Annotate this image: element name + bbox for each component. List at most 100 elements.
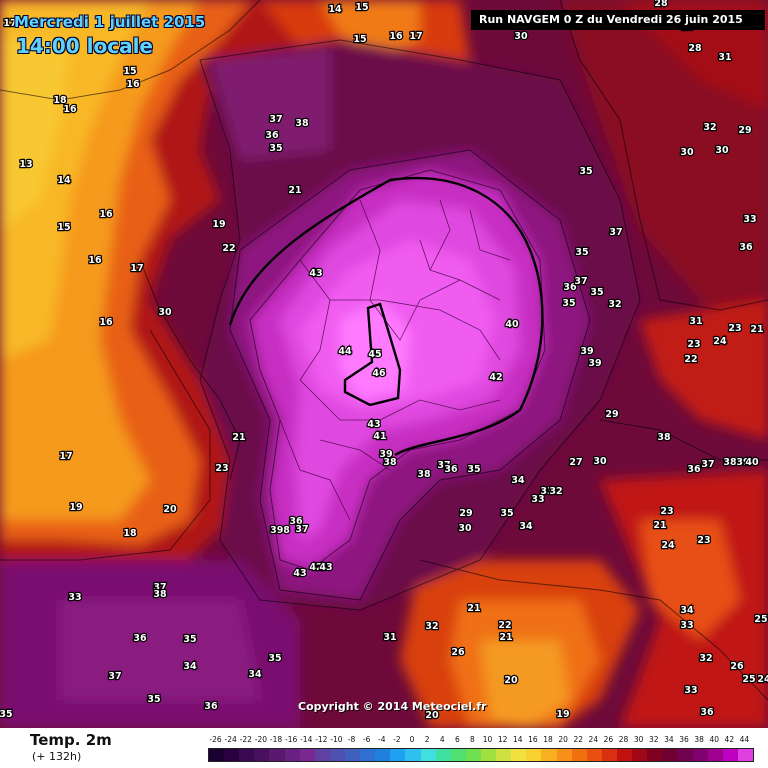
- colorbar-swatch: [405, 749, 421, 761]
- colorbar-swatch: [314, 749, 330, 761]
- temperature-label: 19: [556, 709, 569, 720]
- temperature-label: 33: [540, 486, 553, 497]
- temperature-label: 36: [289, 516, 303, 527]
- colorbar-tick-label: 22: [573, 735, 583, 744]
- colorbar-swatch: [254, 749, 270, 761]
- colorbar-tick-label: -22: [239, 735, 252, 744]
- temperature-label: 19: [212, 219, 225, 230]
- temperature-label: 30: [715, 145, 729, 156]
- colorbar-swatch: [480, 749, 497, 761]
- temperature-label: 41: [373, 431, 386, 442]
- colorbar-tick-label: 10: [482, 735, 493, 744]
- temperature-label: 29: [605, 409, 618, 420]
- temperature-label: 17: [3, 18, 16, 29]
- temperature-label: 22: [684, 354, 697, 365]
- colorbar-swatch: [329, 749, 345, 761]
- colorbar-swatch: [722, 749, 738, 761]
- temperature-label: 37: [295, 524, 308, 535]
- temperature-label: 43: [309, 268, 322, 279]
- colorbar-swatch: [209, 749, 225, 761]
- temperature-label: 20: [504, 675, 518, 686]
- temperature-label: 21: [653, 520, 666, 531]
- temperature-label: 29: [459, 508, 472, 519]
- colorbar-tick-label: 18: [543, 735, 553, 744]
- colorbar-tick-label: 20: [558, 735, 568, 744]
- temperature-label: 35: [147, 694, 160, 705]
- temperature-label: 33: [531, 494, 544, 505]
- model-run-banner: Run NAVGEM 0 Z du Vendredi 26 juin 2015: [471, 10, 765, 30]
- colorbar-swatch: [269, 749, 285, 761]
- colorbar-swatch: [435, 749, 451, 761]
- temperature-label: 15: [57, 222, 70, 233]
- temperature-label: 34: [248, 669, 262, 680]
- temperature-label: 33: [68, 592, 81, 603]
- colorbar-swatch: [360, 749, 376, 761]
- temperature-label: 32: [699, 653, 712, 664]
- colorbar-swatch: [677, 749, 693, 761]
- temperature-label: 39: [379, 449, 392, 460]
- temperature-label: 31: [689, 316, 702, 327]
- temperature-label: 37: [108, 671, 121, 682]
- colorbar-swatch: [511, 749, 527, 761]
- colorbar-swatch: [526, 749, 542, 761]
- colorbar-tick-label: 2: [424, 735, 430, 744]
- temperature-label: 23: [660, 506, 673, 517]
- temperature-label: 23: [728, 323, 741, 334]
- colorbar-swatch: [420, 749, 436, 761]
- colorbar-tick-label: 44: [739, 735, 750, 744]
- temperature-label: 16: [126, 79, 140, 90]
- temperature-label: 35: [590, 287, 603, 298]
- temperature-label: 30: [680, 147, 694, 158]
- temperature-label: 36: [687, 464, 701, 475]
- temperature-label: 33: [680, 620, 693, 631]
- temperature-label: 44: [338, 346, 352, 357]
- temperature-label: 36: [739, 242, 753, 253]
- colorbar-swatch: [450, 749, 466, 761]
- temperature-label: 16: [88, 255, 102, 266]
- temperature-label: 37: [437, 460, 450, 471]
- colorbar-swatch: [616, 749, 633, 761]
- temperature-label: 398: [270, 525, 290, 536]
- temperature-label: 21: [499, 632, 512, 643]
- colorbar-tick-label: -4: [378, 735, 386, 744]
- legend-panel: Temp. 2m (+ 132h) -26 -24 -22 -20 -18 -16 -14-…: [0, 728, 768, 768]
- colorbar-tick-label: 28: [618, 735, 629, 744]
- temperature-label: 40: [745, 457, 759, 468]
- temperature-label: 19: [69, 502, 82, 513]
- temperature-label: 28: [654, 0, 668, 9]
- temperature-label: 22: [222, 243, 235, 254]
- temperature-label: 17: [59, 451, 72, 462]
- temperature-label: 35: [575, 247, 588, 258]
- temperature-label: 34: [680, 605, 694, 616]
- temperature-label: 30: [458, 523, 472, 534]
- temperature-label: 15: [123, 66, 136, 77]
- temperature-label: 35: [0, 709, 13, 720]
- temperature-label: 39: [580, 346, 593, 357]
- temperature-label: 36: [563, 282, 577, 293]
- temperature-label: 35: [500, 508, 513, 519]
- colorbar-tick-label: 14: [512, 735, 523, 744]
- colorbar-tick-label: 34: [664, 735, 674, 744]
- temperature-label: 38: [723, 457, 737, 468]
- temperature-label: 33: [684, 685, 697, 696]
- colorbar-swatch: [571, 749, 587, 761]
- temperature-label: 15: [355, 2, 368, 13]
- temperature-label: 23: [697, 535, 710, 546]
- temperature-label: 23: [215, 463, 228, 474]
- colorbar-tick-label: 26: [603, 735, 614, 744]
- temperature-label: 42: [489, 372, 502, 383]
- colorbar-tick-label: -16: [284, 735, 298, 744]
- colorbar-swatch: [224, 749, 240, 761]
- temperature-label: 37: [609, 227, 622, 238]
- valid-date: Mercredi 1 juillet 2015: [14, 13, 206, 31]
- colorbar-tick-label: 24: [588, 735, 599, 744]
- temperature-label: 16: [389, 31, 403, 42]
- temperature-label: 37: [153, 582, 166, 593]
- temperature-label: 17: [130, 263, 143, 274]
- temperature-label: 25: [742, 674, 755, 685]
- temperature-label: 36: [204, 701, 218, 712]
- temperature-label: 35: [268, 653, 281, 664]
- temperature-label: 43: [319, 562, 332, 573]
- temperature-label: 16: [63, 104, 77, 115]
- colorbar-tick-label: 32: [648, 735, 659, 744]
